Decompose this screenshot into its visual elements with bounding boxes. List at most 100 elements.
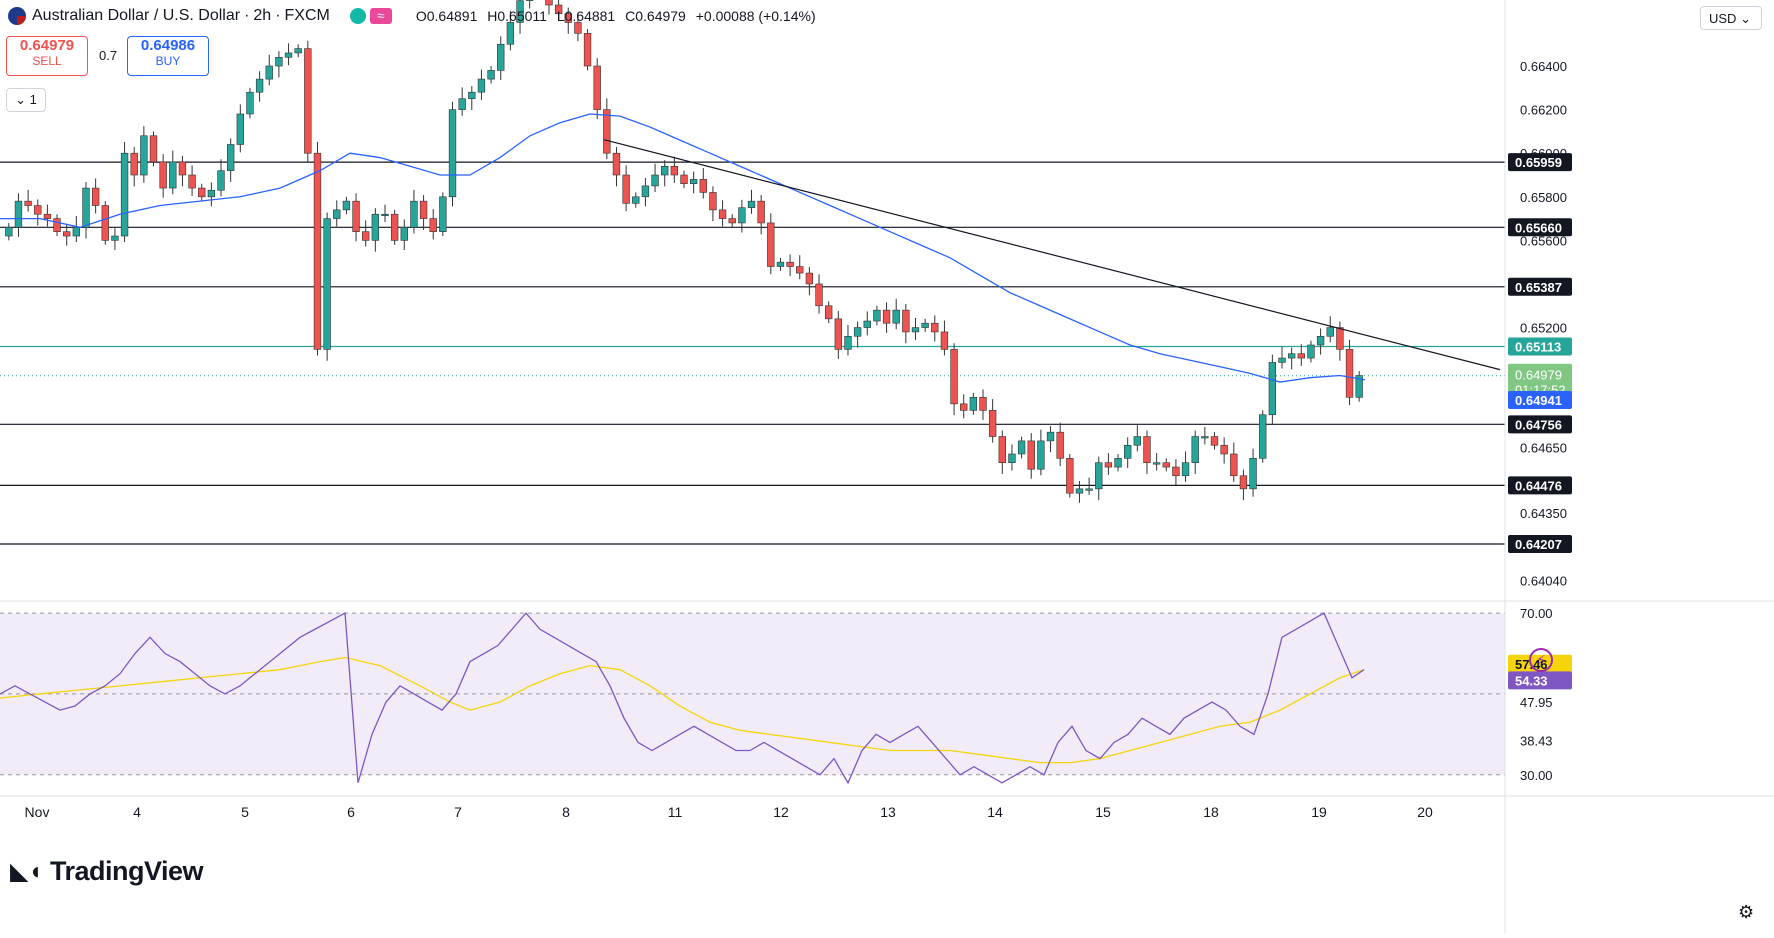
candle[interactable] (1172, 466, 1180, 477)
candle[interactable] (400, 227, 408, 241)
candle[interactable] (1056, 431, 1064, 459)
candle[interactable] (825, 305, 833, 320)
candle[interactable] (198, 187, 206, 198)
candle[interactable] (1085, 488, 1093, 491)
candle[interactable] (313, 152, 322, 350)
candle[interactable] (1152, 462, 1161, 465)
candle[interactable] (516, 0, 524, 23)
candle[interactable] (1210, 436, 1219, 446)
candle[interactable] (1124, 444, 1132, 459)
moving-average-line[interactable] (0, 113, 1366, 383)
candle[interactable] (661, 165, 669, 176)
candle[interactable] (1307, 344, 1315, 359)
candle[interactable] (1249, 458, 1257, 490)
candle[interactable] (921, 322, 929, 328)
candle[interactable] (1046, 431, 1055, 442)
candle[interactable] (265, 65, 273, 80)
candle[interactable] (419, 200, 428, 219)
candle[interactable] (506, 22, 515, 45)
candle[interactable] (101, 205, 109, 241)
candle[interactable] (178, 161, 187, 176)
candle[interactable] (371, 213, 380, 241)
visibility-icon[interactable] (349, 8, 366, 24)
candle[interactable] (564, 13, 572, 23)
candle[interactable] (738, 207, 746, 224)
settings-gear-icon[interactable]: ⚙ (1738, 902, 1755, 922)
candle[interactable] (207, 189, 216, 198)
candle[interactable] (159, 161, 167, 189)
candle[interactable] (284, 52, 293, 58)
candle[interactable] (641, 185, 650, 198)
candle[interactable] (1336, 327, 1344, 350)
candle[interactable] (1191, 436, 1199, 463)
candle[interactable] (815, 283, 823, 307)
rsi-line[interactable] (0, 612, 1365, 785)
candle[interactable] (333, 209, 341, 219)
candle[interactable] (246, 91, 254, 115)
candle[interactable] (140, 135, 148, 176)
candle[interactable] (497, 43, 505, 71)
candle[interactable] (1220, 444, 1228, 455)
candle[interactable] (786, 261, 794, 267)
candle[interactable] (169, 161, 177, 189)
candle[interactable] (651, 174, 659, 187)
candle[interactable] (1075, 488, 1084, 494)
candle[interactable] (275, 57, 283, 67)
candle[interactable] (236, 113, 244, 145)
candle[interactable] (863, 320, 871, 328)
candle[interactable] (728, 218, 736, 224)
candle[interactable] (747, 200, 756, 208)
trendline[interactable] (603, 139, 1501, 371)
sell-button[interactable]: 0.64979 SELL (6, 36, 88, 76)
candle[interactable] (477, 78, 486, 93)
candle[interactable] (853, 327, 862, 337)
candle[interactable] (796, 266, 804, 274)
candle[interactable] (545, 0, 553, 6)
lightning-icon[interactable]: ⚡ (1529, 648, 1553, 672)
candle[interactable] (1104, 462, 1113, 468)
candle[interactable] (767, 222, 775, 267)
candle[interactable] (120, 152, 129, 237)
candle[interactable] (998, 436, 1006, 463)
candle[interactable] (468, 91, 476, 100)
candle[interactable] (72, 227, 81, 237)
candle[interactable] (448, 109, 457, 198)
candle[interactable] (911, 327, 920, 333)
candle[interactable] (1114, 458, 1122, 468)
candle[interactable] (1355, 375, 1363, 398)
candle[interactable] (612, 152, 621, 176)
candle[interactable] (439, 196, 447, 232)
candle[interactable] (1326, 327, 1334, 337)
candle[interactable] (1008, 453, 1016, 463)
candle[interactable] (1017, 440, 1026, 455)
candle[interactable] (91, 187, 100, 206)
candle[interactable] (593, 65, 601, 110)
candle[interactable] (294, 48, 302, 54)
candle[interactable] (1027, 440, 1035, 470)
candle[interactable] (979, 397, 987, 411)
rsi-ma-line[interactable] (0, 656, 1365, 764)
candle[interactable] (1133, 436, 1142, 446)
candle[interactable] (718, 209, 727, 219)
candle[interactable] (844, 335, 852, 350)
candle[interactable] (1287, 353, 1296, 359)
candle[interactable] (554, 4, 563, 15)
candle[interactable] (1268, 362, 1277, 416)
candle[interactable] (1316, 335, 1325, 346)
candle[interactable] (390, 213, 399, 241)
candle[interactable] (940, 331, 949, 350)
candle[interactable] (988, 410, 997, 437)
candle[interactable] (1259, 414, 1267, 459)
candle[interactable] (362, 231, 370, 241)
candle[interactable] (670, 165, 679, 176)
tradingview-logo[interactable]: ◣◖ TradingView (10, 856, 204, 887)
candle[interactable] (689, 179, 698, 185)
candle[interactable] (217, 170, 225, 191)
candle[interactable] (805, 272, 814, 285)
lots-selector[interactable]: ⌄ 1 (6, 88, 46, 112)
candle[interactable] (1278, 357, 1286, 363)
candle[interactable] (14, 200, 23, 228)
candle[interactable] (632, 196, 640, 204)
